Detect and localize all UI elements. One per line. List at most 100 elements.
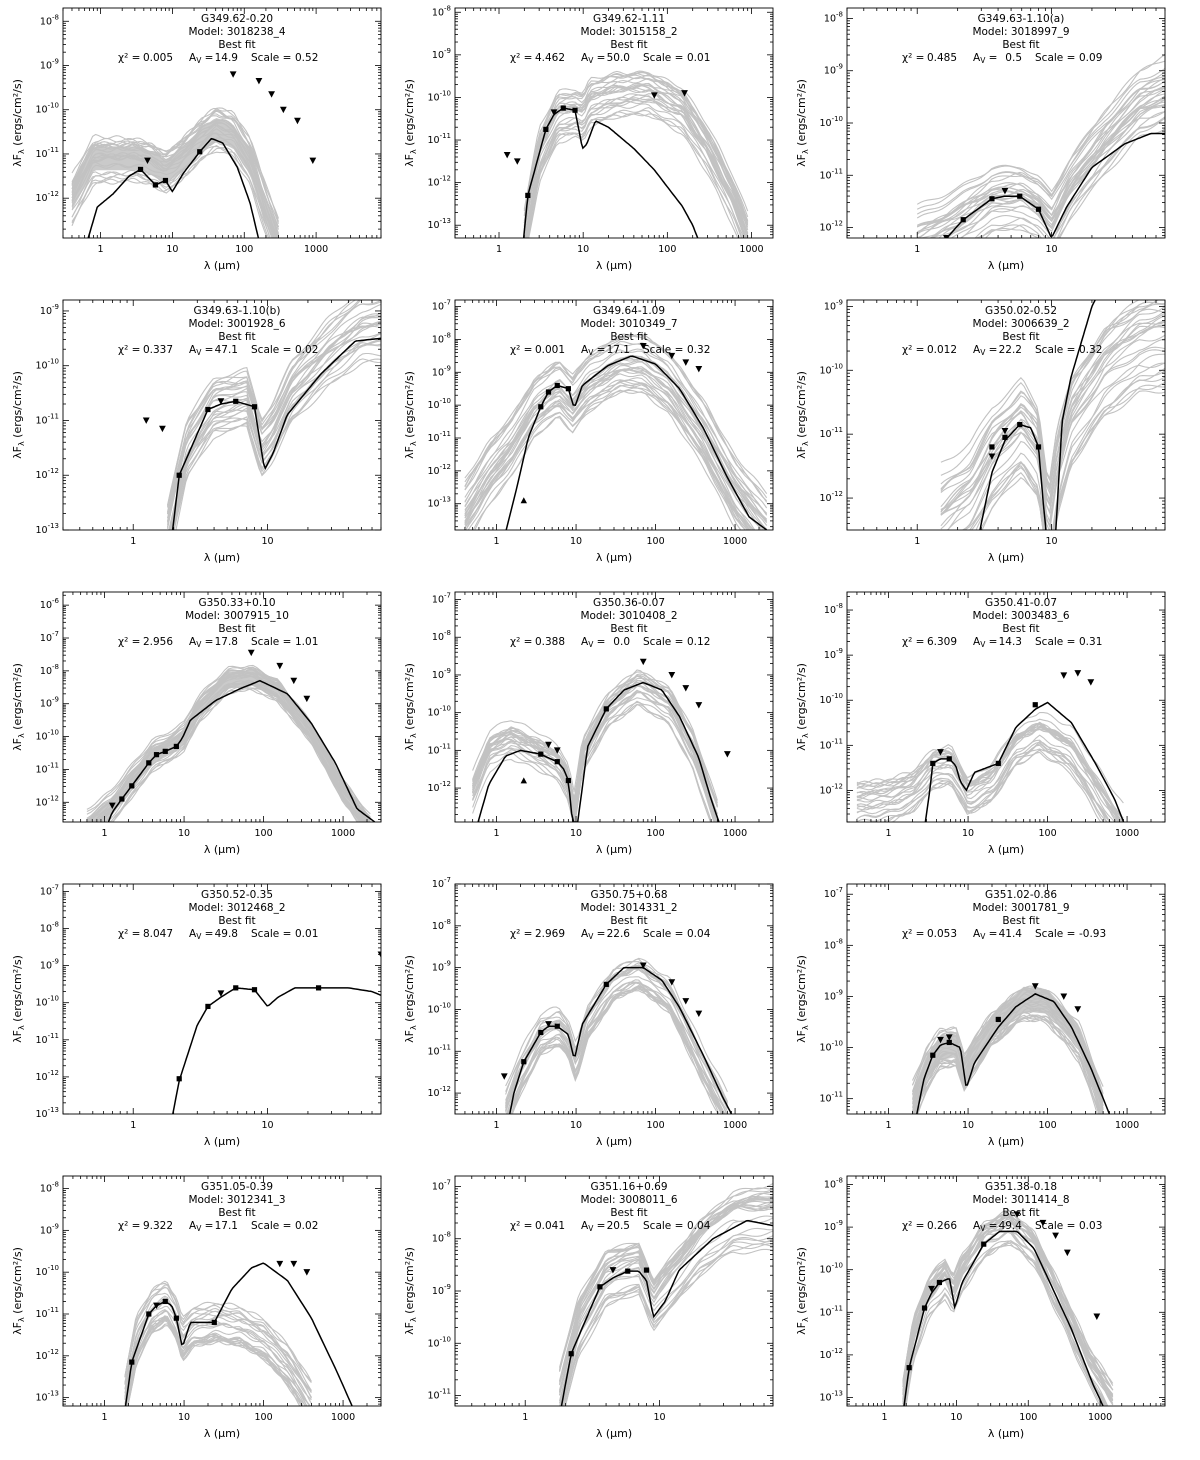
y-tick-label: 10-12 (819, 220, 843, 234)
source-name: G349.62-0.20 (201, 13, 273, 25)
flux-point (597, 1284, 603, 1290)
y-tick-label: 10-11 (819, 737, 843, 751)
model-sed-line (932, 87, 1165, 238)
model-sed-line (472, 669, 718, 801)
upper-limit-marker (682, 685, 690, 692)
model-sed-line (166, 301, 381, 513)
plot-area (916, 54, 1165, 238)
best-fit-label: Best fit (1002, 915, 1039, 927)
y-tick-label: 10-8 (40, 663, 59, 677)
flux-point (162, 1298, 168, 1305)
model-sed-line (961, 362, 1165, 530)
x-tick-label: 1000 (1115, 1120, 1139, 1131)
model-sed-line (929, 101, 1165, 238)
x-tick-label: 100 (646, 1120, 664, 1131)
y-axis-label: λFλ (ergs/cm²/s) (795, 79, 810, 167)
sed-chart-11: 1 10 100 1000 10-12 10-11 10-10 10-9 10-8 10-7 λ (… (403, 876, 774, 1148)
upper-limit-marker (276, 1260, 284, 1268)
model-sed-line (984, 117, 1165, 238)
upper-limit-marker (937, 1036, 944, 1044)
model-sed-line (902, 1216, 1114, 1399)
model-sed-line (902, 1221, 1114, 1406)
model-id: Model: 3018238_4 (188, 26, 285, 38)
model-sed-line (940, 334, 1165, 516)
sed-panel-8: 1 10 100 1000 10-12 10-11 10-10 10-9 10-8 10-7 λ (… (400, 586, 792, 876)
upper-limit-marker (545, 1021, 552, 1028)
fit-parameters: χ² = 0.388 AV = 0.0 Scale = 0.12 (510, 636, 710, 649)
y-tick-label: 10-8 (824, 1177, 843, 1191)
model-sed-line (975, 353, 1165, 530)
y-tick-label: 10-11 (819, 167, 843, 181)
flux-point (995, 1016, 1001, 1023)
plot-area (172, 951, 381, 1114)
model-sed-line (464, 357, 765, 530)
flux-point (603, 981, 609, 987)
model-sed-line (472, 691, 718, 822)
x-axis-label: λ (μm) (204, 1427, 240, 1440)
model-sed-line (902, 1217, 1114, 1400)
model-sed-line (166, 332, 381, 522)
model-sed-line (166, 300, 360, 506)
sed-panel-7: 1 10 100 1000 10-12 10-11 10-10 10-9 10-8 10-7 10-… (8, 586, 400, 876)
axes-frame (62, 299, 382, 531)
model-sed-line (124, 1310, 312, 1406)
flux-point (989, 196, 995, 202)
x-tick-label: 10 (261, 1120, 273, 1131)
flux-point (554, 759, 560, 765)
upper-limit-marker (609, 1267, 617, 1274)
upper-limit-marker (668, 671, 676, 679)
y-tick-label: 10-12 (35, 467, 59, 481)
upper-limit-marker (276, 662, 284, 670)
model-sed-line (902, 1221, 1114, 1405)
best-fit-label: Best fit (1002, 623, 1039, 635)
upper-limit-marker (217, 990, 225, 997)
fit-parameters: χ² = 8.047 AV =49.8 Scale = 0.01 (118, 928, 318, 941)
x-tick-label: 1 (102, 1412, 108, 1423)
y-tick-label: 10-11 (819, 1091, 843, 1105)
flux-point (565, 386, 571, 392)
model-sed-line (175, 344, 381, 530)
source-name: G350.02-0.52 (985, 305, 1057, 317)
upper-limit-marker (159, 425, 166, 433)
upper-limit-marker (650, 92, 658, 99)
model-sed-line (464, 333, 768, 502)
best-fit-line (979, 300, 1097, 530)
flux-point (173, 743, 179, 750)
y-tick-label: 10-9 (432, 1283, 451, 1297)
model-sed-line (970, 381, 1165, 530)
model-sed-line (969, 384, 1165, 530)
model-sed-line (527, 109, 741, 238)
best-fit-line (509, 966, 733, 1114)
y-axis-label: λFλ (ergs/cm²/s) (403, 79, 418, 167)
y-tick-label: 10-9 (40, 58, 59, 72)
axes-frame (62, 883, 382, 1115)
model-sed-line (71, 113, 280, 224)
model-sed-line (505, 962, 728, 1107)
best-fit-label: Best fit (610, 331, 647, 343)
y-tick-label: 10-10 (35, 358, 59, 372)
source-name: G349.63-1.10(a) (978, 13, 1065, 25)
model-sed-line (71, 137, 275, 238)
upper-limit-marker (309, 157, 317, 164)
model-sed-line (125, 1317, 304, 1406)
upper-limit-marker (1074, 670, 1082, 677)
upper-limit-marker (1031, 983, 1039, 990)
x-tick-label: 1 (914, 536, 920, 547)
upper-limit-marker (988, 453, 996, 460)
y-tick-label: 10-10 (35, 729, 59, 743)
model-sed-line (92, 667, 371, 822)
upper-limit-marker (503, 151, 511, 159)
x-tick-label: 1000 (331, 1412, 355, 1423)
fit-parameters: χ² = 0.005 AV =14.9 Scale = 0.52 (118, 52, 318, 65)
model-sed-line (526, 99, 748, 238)
y-tick-label: 10-11 (427, 430, 451, 444)
flux-point (960, 217, 966, 223)
model-sed-line (902, 1221, 1114, 1401)
upper-limit-marker (217, 398, 225, 405)
model-sed-line (916, 67, 1165, 210)
model-sed-line (856, 722, 1122, 822)
model-sed-line (523, 74, 749, 222)
y-tick-label: 10-13 (819, 1389, 843, 1403)
sed-chart-12: 1 10 100 1000 10-11 10-10 10-9 10-8 10-7 λ (μm) λF… (795, 883, 1166, 1148)
x-tick-label: 100 (1038, 828, 1056, 839)
